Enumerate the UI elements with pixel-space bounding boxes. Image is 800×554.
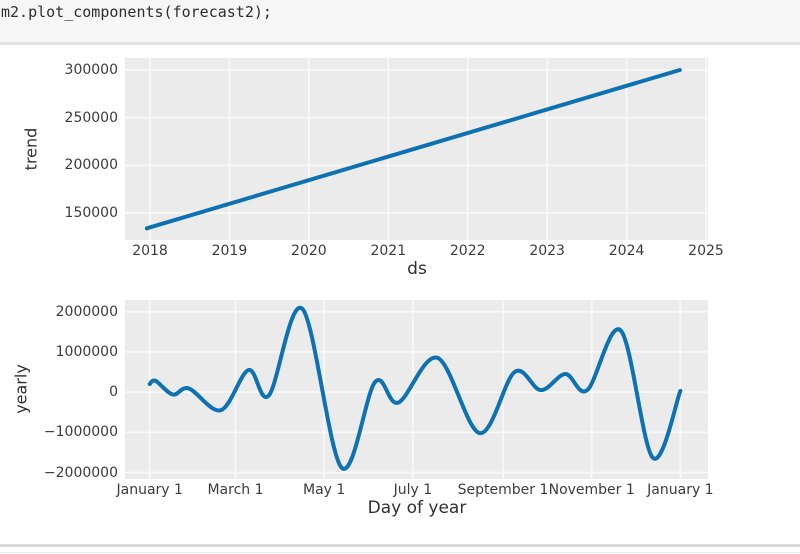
x-tick-label: 2020: [291, 243, 327, 259]
x-tick-label: 2025: [688, 243, 724, 259]
x-tick-label: January 1: [116, 482, 183, 498]
y-tick-label: −2000000: [43, 464, 118, 481]
x-tick-label: September 1: [457, 482, 549, 498]
trend-plot: 150000 200000 250000 300000 2018 2019 2020 202…: [65, 58, 724, 259]
x-tick-label: 2019: [211, 243, 248, 259]
code-text: m2.plot_components(forecast2);: [1, 3, 272, 21]
x-tick-label: May 1: [303, 482, 346, 498]
y-tick-label: 2000000: [55, 303, 118, 320]
trend-line-chart: [125, 58, 708, 240]
y-tick-label: 250000: [64, 109, 118, 126]
y-tick-label: 300000: [64, 62, 118, 78]
next-cell-top-border: [0, 552, 800, 553]
y-tick-label: −1000000: [43, 424, 118, 441]
yearly-ylabel: yearly: [11, 364, 31, 414]
x-tick-label: January 1: [647, 482, 714, 498]
yearly-line-chart: [125, 300, 708, 479]
x-tick-label: 2018: [132, 243, 168, 259]
figure-output: 150000 200000 250000 300000 2018 2019 2020 202…: [0, 45, 800, 544]
yearly-plot: 2000000 1000000 0 −1000000 −2000000 January …: [44, 300, 714, 498]
x-tick-label: 2022: [449, 243, 486, 259]
yearly-xlabel: Day of year: [367, 498, 467, 518]
output-bottom-divider: [0, 544, 800, 547]
x-tick-label: 2021: [370, 243, 407, 259]
x-tick-label: 2024: [608, 243, 645, 259]
x-tick-label: 2023: [529, 243, 565, 259]
code-cell[interactable]: m2.plot_components(forecast2);: [0, 0, 800, 42]
y-tick-label: 200000: [64, 157, 118, 174]
cell-divider: [0, 42, 800, 45]
x-tick-label: July 1: [393, 482, 433, 498]
trend-xlabel: ds: [407, 259, 427, 279]
trend-ylabel: trend: [21, 127, 41, 171]
x-tick-label: November 1: [548, 482, 635, 498]
y-tick-label: 150000: [64, 205, 118, 222]
y-tick-label: 1000000: [55, 343, 118, 360]
x-tick-label: March 1: [207, 482, 264, 498]
y-tick-label: 0: [109, 384, 118, 401]
